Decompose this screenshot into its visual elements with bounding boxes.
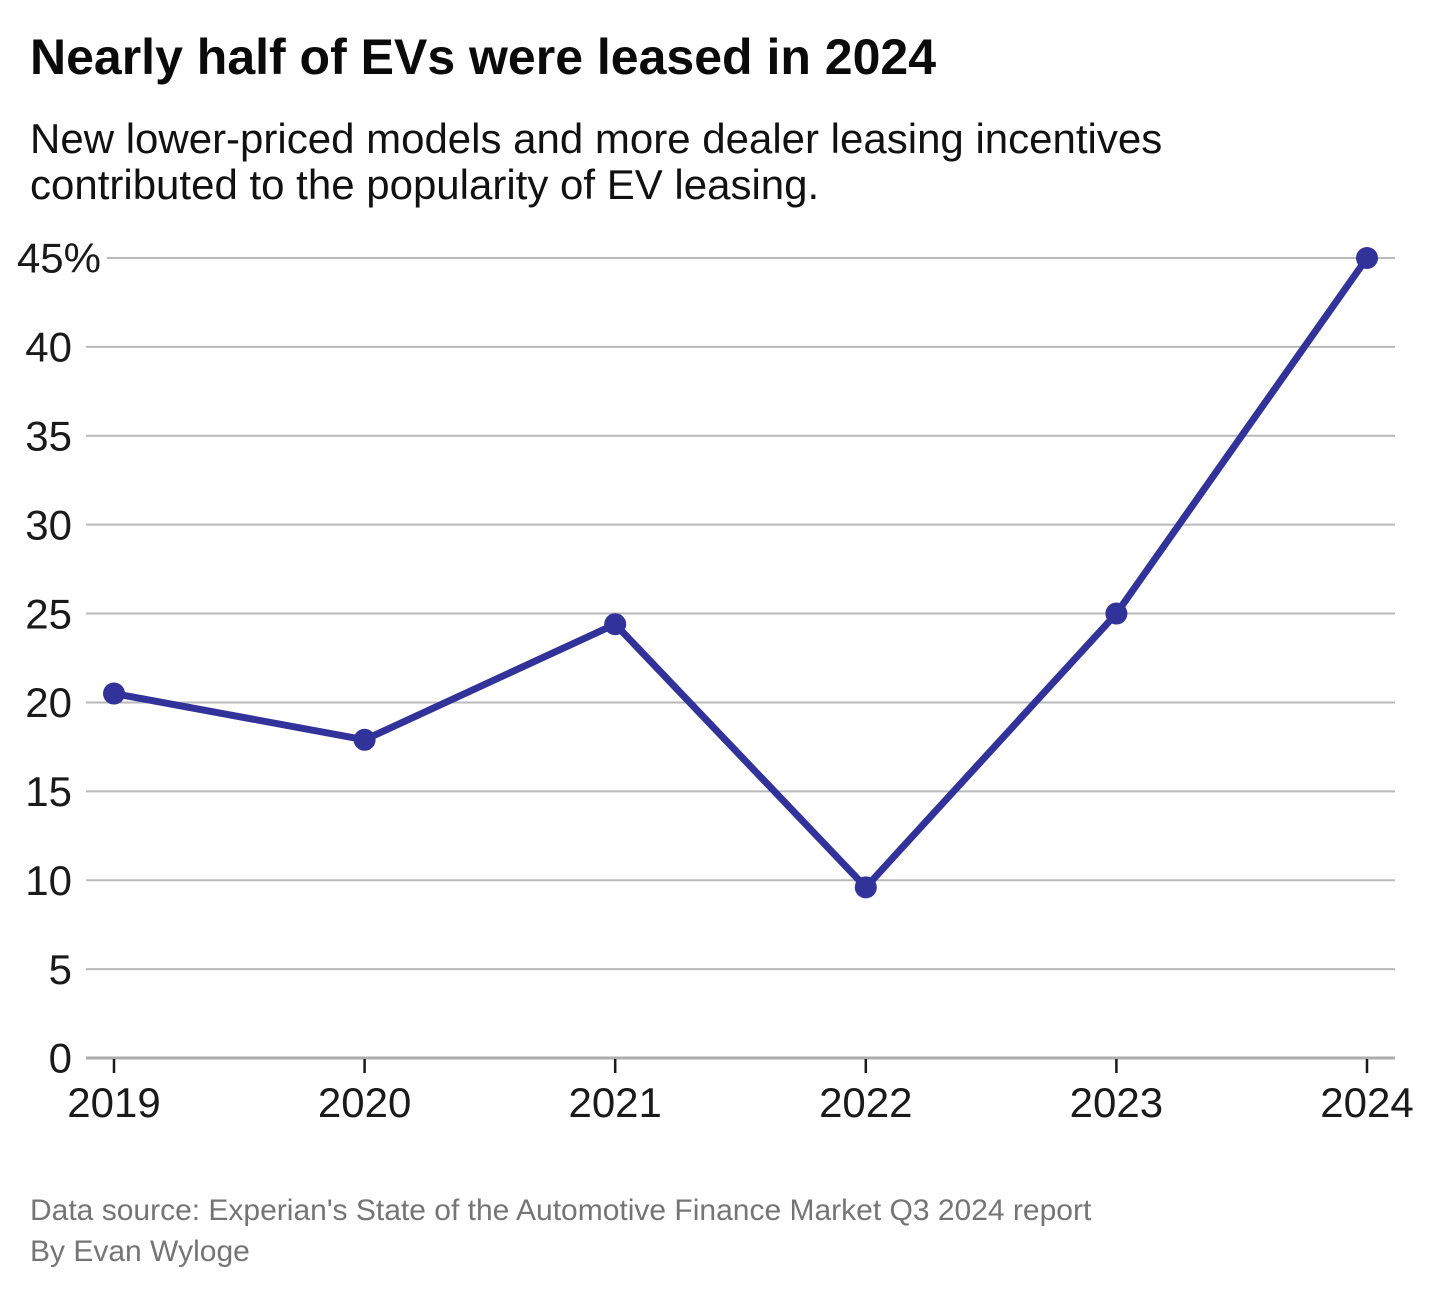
data-source: Data source: Experian's State of the Aut…: [30, 1194, 1092, 1227]
x-tick-label: 2020: [318, 1079, 411, 1126]
y-tick-label: 20: [25, 679, 72, 726]
x-tick-label: 2024: [1320, 1079, 1413, 1126]
chart-subtitle: New lower-priced models and more dealer …: [30, 115, 1163, 208]
data-point: [604, 613, 627, 636]
x-tick-label: 2021: [568, 1079, 661, 1126]
x-tick-label: 2022: [819, 1079, 912, 1126]
y-tick-label: 30: [25, 501, 72, 548]
data-point: [353, 728, 376, 751]
data-point: [1356, 247, 1378, 269]
x-tick-label: 2019: [67, 1079, 160, 1126]
y-tick-label: 25: [25, 590, 72, 637]
chart-footer: Data source: Experian's State of the Aut…: [30, 1190, 1091, 1272]
x-tick-label: 2023: [1070, 1079, 1163, 1126]
y-tick-label: 10: [25, 857, 72, 904]
y-tick-label: 35: [25, 412, 72, 459]
data-point: [103, 682, 125, 705]
y-tick-label: 0: [49, 1035, 72, 1082]
y-tick-label: 45%: [17, 235, 101, 282]
byline: By Evan Wyloge: [30, 1235, 250, 1268]
data-point: [1105, 602, 1128, 625]
y-tick-label: 15: [25, 768, 72, 815]
y-tick-label: 40: [25, 324, 72, 371]
y-tick-label: 5: [49, 946, 72, 993]
chart-title: Nearly half of EVs were leased in 2024: [30, 29, 937, 85]
data-point: [854, 876, 877, 899]
data-line: [113, 255, 1370, 891]
